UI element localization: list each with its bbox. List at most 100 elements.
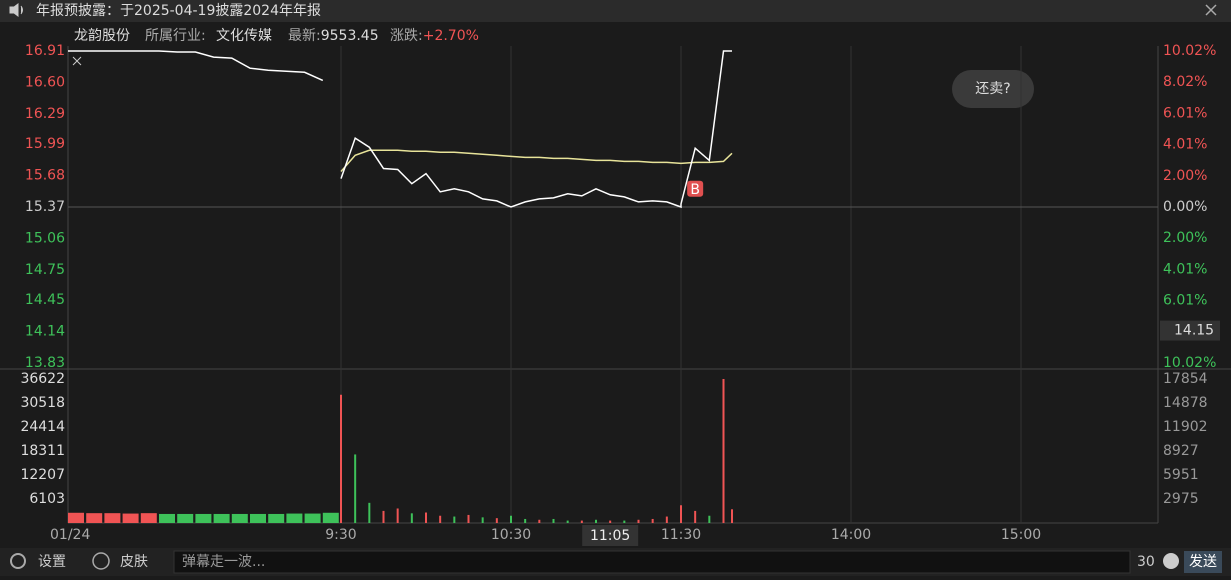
volume-y2-tick-label: 5951 [1163,467,1199,483]
y2-tick-label: 2.00% [1163,168,1207,184]
bubble[interactable] [952,70,1034,108]
y2-tick-label: 4.01% [1163,261,1207,277]
y2-tick-label: 6.01% [1163,105,1207,121]
y-tick-label: 16.29 [25,106,65,122]
trade-marker-label: B [690,182,700,198]
volume-bar [680,505,682,523]
volume-tick-label: 6103 [29,491,65,507]
close-icon[interactable] [1205,4,1217,16]
volume-tick-label: 36622 [20,371,65,387]
price-line [340,50,732,209]
auction-volume-bar [304,513,321,523]
skin[interactable]: 皮肤 [120,554,148,570]
y-tick-label: 14.75 [25,262,65,278]
volume-y2-tick-label: 17854 [1163,371,1208,387]
volume-y2-tick-label: 2975 [1163,491,1199,507]
x-tick-label: 10:30 [491,527,531,543]
auction-volume-bar [231,513,248,523]
send[interactable]: 发送 [1189,554,1217,570]
volume-bar [354,454,357,523]
emoji-icon[interactable] [1163,553,1179,569]
danmaku-input[interactable] [173,550,1131,574]
x-tick-label: 15:00 [1001,527,1041,543]
volume-bar [495,518,498,523]
volume-bar [552,518,555,523]
volume-bar [467,514,470,523]
auction-volume-bar [322,512,339,523]
volume-bar [538,519,541,523]
trade-marker [687,180,704,197]
volume-bar [382,510,385,523]
volume-y2-tick-label: 11902 [1163,419,1208,435]
bubble-text: 还卖? [975,81,1010,97]
volume-bar [510,515,512,523]
collapse-icon[interactable] [72,56,82,66]
latest-label: 最新: [288,28,321,44]
y-tick-label: 16.91 [25,43,65,59]
char-count: 30 [1137,554,1155,570]
volume-bar [425,512,427,523]
volume-bar [731,509,733,523]
volume-tick-label: 24414 [20,419,65,435]
y-tick-label: 14.45 [25,292,65,308]
auction-volume-bar [122,513,139,523]
notice: 年报预披露：于2025-04-19披露2024年年报 [36,3,321,19]
notice-bar [0,0,1231,22]
auction-volume-bar [250,513,266,523]
volume-bar [651,518,654,523]
auction-volume-bar [286,513,303,523]
latest-value: 9553.45 [321,28,379,44]
auction-volume-bar [86,513,103,523]
auction-volume-bar [140,513,157,523]
speaker-icon[interactable] [9,3,23,17]
auction-volume-bar [104,513,121,523]
x-tick-label: 14:00 [831,527,871,543]
y2-tick-label: 0.00% [1163,199,1207,215]
volume-bar [396,508,399,523]
x-tick-label: 9:30 [325,527,356,543]
y2-tick-label: 2.00% [1163,230,1207,246]
y-tick-label: 16.60 [25,74,65,90]
industry-label: 所属行业: [145,28,206,44]
x-date-label: 01/24 [50,527,90,543]
volume-bar [595,519,597,523]
volume-bar [609,520,612,523]
y2-tick-label: 10.02% [1163,355,1216,371]
y2-tick-label: 6.01% [1163,293,1207,309]
volume-tick-label: 18311 [20,443,65,459]
volume-bar [566,520,569,523]
volume-bar [481,517,484,523]
volume-tick-label: 30518 [20,395,65,411]
y-tick-label: 13.83 [25,355,65,371]
volume-bar [722,379,725,523]
skin-icon[interactable] [92,552,110,570]
auction-volume-bar [213,513,230,523]
volume-tick-label: 12207 [20,467,65,483]
settings-icon[interactable] [10,553,26,569]
auction-volume-bar [195,513,212,523]
input-placeholder: 弹幕走一波... [182,554,265,570]
volume-bar [368,502,371,523]
y2-tick-label: 10.02% [1163,43,1216,59]
crosshair-x-box [582,525,639,546]
avg-price-line [340,149,733,172]
auction-volume-bar [177,513,194,523]
volume-bar [708,515,711,523]
change-value: +2.70% [423,28,479,44]
auction-volume-bar [68,512,84,523]
y-tick-label: 14.14 [25,324,65,340]
stock-name: 龙韵股份 [74,28,130,44]
y2-tick-label: 8.02% [1163,74,1207,90]
y2-tick-label: 4.01% [1163,137,1207,153]
crosshair-y-box [1160,320,1220,341]
change-label: 涨跌: [390,28,423,44]
settings[interactable]: 设置 [38,554,66,570]
volume-bar [637,519,640,523]
crosshair-y-label: 14.15 [1174,323,1214,339]
volume-bar [665,516,668,523]
volume-bar [524,518,527,523]
send-button[interactable] [1184,551,1222,573]
volume-bar [410,513,413,523]
